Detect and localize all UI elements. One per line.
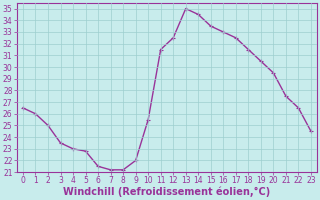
X-axis label: Windchill (Refroidissement éolien,°C): Windchill (Refroidissement éolien,°C) [63,187,271,197]
